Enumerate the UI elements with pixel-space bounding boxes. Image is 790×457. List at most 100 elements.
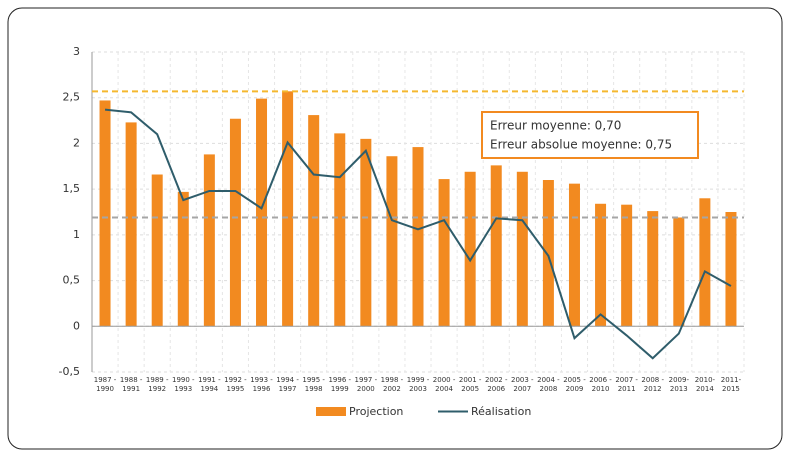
x-tick-line: 1993 - — [250, 376, 273, 384]
x-tick-label: 2007 -2011 — [615, 376, 638, 393]
annotation-text: Erreur absolue moyenne: 0,75 — [490, 138, 672, 152]
x-tick-line: 1994 — [200, 385, 218, 393]
x-tick-line: 1990 — [96, 385, 114, 393]
bar — [360, 138, 372, 327]
x-tick-label: 1991 -1994 — [198, 376, 221, 393]
annotation-text: Erreur moyenne: 0,70 — [490, 119, 621, 133]
x-tick-line: 1995 — [227, 385, 245, 393]
x-tick-label: 2005 -2009 — [563, 376, 586, 393]
x-tick-line: 1998 - — [381, 376, 404, 384]
x-tick-line: 2004 — [435, 385, 453, 393]
x-tick-label: 2004 -2008 — [537, 376, 560, 393]
x-tick-line: 1987 - — [94, 376, 117, 384]
x-tick-label: 2002 -2006 — [485, 376, 508, 393]
x-tick-line: 2009- — [669, 376, 690, 384]
bar — [568, 183, 580, 327]
x-tick-line: 1995 - — [302, 376, 325, 384]
bar — [308, 115, 320, 327]
bar — [334, 133, 346, 327]
x-tick-line: 1998 — [305, 385, 323, 393]
x-tick-line: 2014 — [696, 385, 714, 393]
x-tick-line: 2009 — [566, 385, 584, 393]
bar — [256, 98, 268, 327]
x-tick-line: 1999 — [331, 385, 349, 393]
y-tick-label: 0 — [73, 319, 80, 332]
line — [104, 108, 732, 360]
bar — [386, 156, 398, 327]
bar — [516, 171, 528, 327]
x-tick-line: 2008 - — [641, 376, 664, 384]
x-tick-line: 1993 — [174, 385, 192, 393]
x-tick-line: 2005 — [461, 385, 479, 393]
bar — [151, 174, 163, 327]
bar — [621, 204, 633, 327]
bar — [490, 165, 502, 327]
y-tick-label: -0,5 — [59, 365, 80, 378]
bar — [699, 198, 711, 327]
x-tick-line: 2005 - — [563, 376, 586, 384]
x-tick-label: 1992 -1995 — [224, 376, 247, 393]
x-tick-label: 1988 -1991 — [120, 376, 143, 393]
bar — [725, 212, 737, 327]
bar — [229, 118, 241, 327]
x-tick-label: 1993 -1996 — [250, 376, 273, 393]
x-tick-label: 2006 -2010 — [589, 376, 612, 393]
y-tick-label: 3 — [73, 45, 80, 58]
x-tick-line: 2011 — [618, 385, 636, 393]
x-tick-line: 2006 - — [589, 376, 612, 384]
x-tick-label: 1995 -1998 — [302, 376, 325, 393]
x-tick-line: 2003 - — [511, 376, 534, 384]
x-tick-label: 2010-2014 — [695, 376, 716, 393]
x-tick-line: 1988 - — [120, 376, 143, 384]
x-tick-label: 1997 -2000 — [355, 376, 378, 393]
x-tick-line: 1994 - — [276, 376, 299, 384]
x-tick-line: 1992 - — [224, 376, 247, 384]
bar — [203, 154, 215, 327]
x-tick-line: 1991 — [122, 385, 140, 393]
x-tick-label: 1989 -1992 — [146, 376, 169, 393]
x-tick-line: 2011- — [721, 376, 742, 384]
y-tick-label: 2 — [73, 136, 80, 149]
legend-swatch — [316, 407, 346, 416]
bar — [99, 100, 111, 327]
x-tick-label: 2011-2015 — [721, 376, 742, 393]
y-tick-label: 1,5 — [63, 182, 81, 195]
legend-label: Projection — [349, 405, 403, 418]
bar — [125, 122, 137, 327]
bar — [177, 191, 189, 327]
x-tick-line: 2000 — [357, 385, 375, 393]
y-tick-label: 0,5 — [63, 274, 81, 287]
bar — [464, 171, 476, 327]
y-tick-label: 1 — [73, 228, 80, 241]
x-tick-line: 2008 — [539, 385, 557, 393]
bar — [282, 91, 294, 327]
x-tick-line: 1996 — [253, 385, 271, 393]
x-tick-line: 1989 - — [146, 376, 169, 384]
x-tick-line: 2006 — [487, 385, 505, 393]
bar — [438, 179, 450, 327]
x-tick-line: 1991 - — [198, 376, 221, 384]
x-tick-label: 2001 -2005 — [459, 376, 482, 393]
x-tick-label: 1998 -2002 — [381, 376, 404, 393]
x-tick-line: 1997 - — [355, 376, 378, 384]
legend-label: Réalisation — [471, 405, 531, 418]
x-tick-label: 2009-2013 — [669, 376, 690, 393]
x-tick-label: 1987 -1990 — [94, 376, 117, 393]
x-tick-line: 2007 — [513, 385, 531, 393]
x-tick-line: 2010 — [592, 385, 610, 393]
x-tick-line: 2012 — [644, 385, 662, 393]
bar — [673, 217, 685, 327]
x-tick-line: 2002 — [383, 385, 401, 393]
x-tick-line: 2007 - — [615, 376, 638, 384]
x-tick-line: 2000 - — [433, 376, 456, 384]
x-tick-line: 1997 — [279, 385, 297, 393]
x-tick-line: 2004 - — [537, 376, 560, 384]
x-tick-line: 2002 - — [485, 376, 508, 384]
bar — [412, 147, 424, 327]
x-tick-label: 2003 -2007 — [511, 376, 534, 393]
annotation-box — [481, 111, 699, 159]
bar — [595, 203, 607, 327]
x-tick-line: 1996 - — [328, 376, 351, 384]
x-tick-label: 2000 -2004 — [433, 376, 456, 393]
